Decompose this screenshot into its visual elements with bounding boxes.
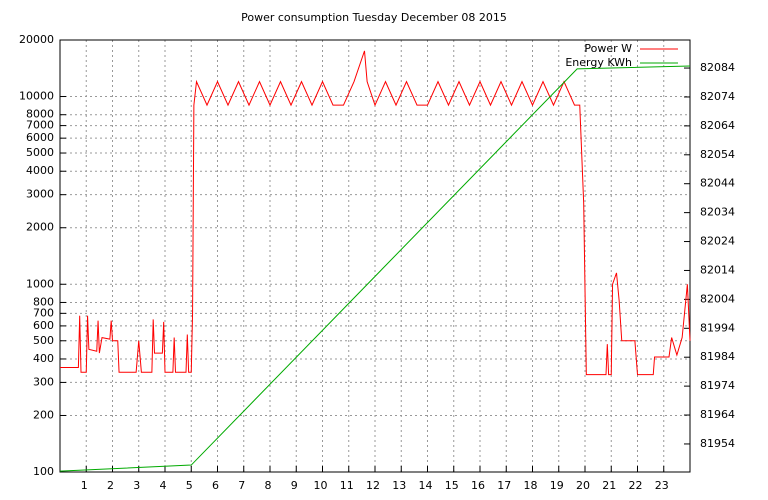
x-tick-label: 23 [655, 479, 669, 492]
y2-tick-label: 82034 [700, 206, 735, 219]
x-tick-label: 9 [291, 479, 298, 492]
y-tick-label: 3000 [26, 188, 54, 201]
y-tick-label: 100 [33, 465, 54, 478]
plot-frame [59, 39, 691, 473]
x-tick-label: 6 [212, 479, 219, 492]
y-tick-label: 500 [33, 334, 54, 347]
y-tick-label: 10000 [19, 90, 54, 103]
x-tick-label: 10 [314, 479, 328, 492]
y2-tick-label: 82004 [700, 292, 735, 305]
x-tick-label: 12 [366, 479, 380, 492]
x-tick-label: 11 [340, 479, 354, 492]
y-tick-label: 4000 [26, 164, 54, 177]
x-tick-label: 8 [265, 479, 272, 492]
x-tick-label: 17 [497, 479, 511, 492]
series-line [59, 65, 691, 472]
y-tick-label: 300 [33, 375, 54, 388]
x-tick-label: 5 [186, 479, 193, 492]
y-tick-label: 400 [33, 352, 54, 365]
chart-title: Power consumption Tuesday December 08 20… [241, 11, 507, 24]
y2-tick-label: 82024 [700, 235, 735, 248]
y2-tick-label: 82044 [700, 177, 735, 190]
x-tick-label: 22 [629, 479, 643, 492]
x-tick-label: 15 [445, 479, 459, 492]
y2-tick-label: 82074 [700, 90, 735, 103]
x-tick-label: 20 [576, 479, 590, 492]
x-tick-label: 18 [524, 479, 538, 492]
y2-tick-label: 81964 [700, 408, 735, 421]
y2-tick-label: 81954 [700, 437, 735, 450]
y-tick-label: 200 [33, 408, 54, 421]
x-tick-label: 7 [238, 479, 245, 492]
y-tick-label: 8000 [26, 108, 54, 121]
x-tick-label: 13 [392, 479, 406, 492]
y2-tick-label: 82084 [700, 61, 735, 74]
x-tick-label: 14 [419, 479, 433, 492]
x-tick-label: 16 [471, 479, 485, 492]
y2-tick-label: 81994 [700, 321, 735, 334]
x-tick-label: 1 [81, 479, 88, 492]
y2-tick-label: 82064 [700, 119, 735, 132]
x-tick-label: 3 [133, 479, 140, 492]
x-tick-label: 19 [550, 479, 564, 492]
y-tick-label: 5000 [26, 146, 54, 159]
x-tick-label: 2 [107, 479, 114, 492]
y-tick-label: 20000 [19, 33, 54, 46]
y-tick-label: 2000 [26, 221, 54, 234]
y2-tick-label: 81984 [700, 350, 735, 363]
y-tick-label: 1000 [26, 277, 54, 290]
series-line [60, 50, 691, 376]
legend-label: Energy KWh [565, 56, 632, 69]
y-tick-label: 6000 [26, 131, 54, 144]
y2-tick-label: 82054 [700, 148, 735, 161]
y2-tick-label: 82014 [700, 263, 735, 276]
y2-tick-label: 81974 [700, 379, 735, 392]
y-tick-label: 800 [33, 295, 54, 308]
y-tick-label: 700 [33, 306, 54, 319]
y-tick-label: 600 [33, 319, 54, 332]
x-tick-label: 4 [160, 479, 167, 492]
x-tick-label: 21 [602, 479, 616, 492]
y-tick-label: 7000 [26, 119, 54, 132]
legend-label: Power W [584, 42, 632, 55]
